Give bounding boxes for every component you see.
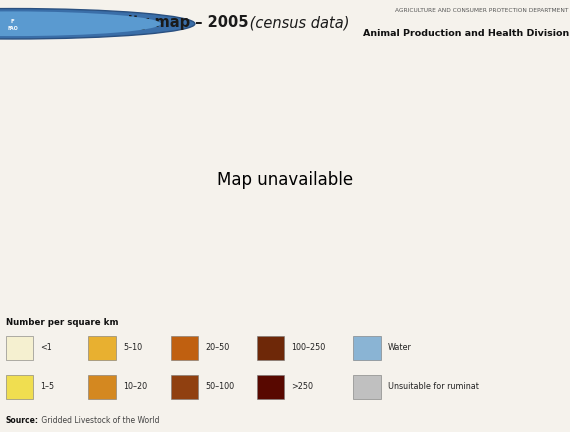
Text: Number per square km: Number per square km [6, 318, 118, 327]
Bar [256, 375, 284, 399]
Text: Animal Production and Health Division: Animal Production and Health Division [363, 29, 569, 38]
Bar [88, 375, 116, 399]
Text: Source:: Source: [6, 416, 39, 425]
Bar [6, 375, 33, 399]
Text: 50–100: 50–100 [206, 382, 235, 391]
Text: 5–10: 5–10 [123, 343, 142, 352]
Text: AGRICULTURE AND CONSUMER PROTECTION DEPARTMENT: AGRICULTURE AND CONSUMER PROTECTION DEPA… [396, 8, 569, 13]
Bar [353, 375, 381, 399]
Bar [171, 336, 198, 359]
Bar [353, 336, 381, 359]
Text: Map unavailable: Map unavailable [217, 172, 353, 189]
Text: 20–50: 20–50 [206, 343, 230, 352]
Text: Cattle density map – 2005: Cattle density map – 2005 [33, 15, 249, 30]
Bar [171, 375, 198, 399]
Text: Unsuitable for ruminat: Unsuitable for ruminat [388, 382, 479, 391]
Text: F: F [11, 19, 14, 24]
Text: Water: Water [388, 343, 412, 352]
Text: 100–250: 100–250 [291, 343, 325, 352]
Circle shape [0, 9, 195, 39]
Bar [256, 336, 284, 359]
Text: <1: <1 [40, 343, 52, 352]
Bar [88, 336, 116, 359]
Text: Gridded Livestock of the World: Gridded Livestock of the World [39, 416, 159, 425]
Text: 1–5: 1–5 [40, 382, 55, 391]
Text: 10–20: 10–20 [123, 382, 147, 391]
Bar [6, 336, 33, 359]
Text: (census data): (census data) [245, 15, 349, 30]
Text: >250: >250 [291, 382, 314, 391]
Circle shape [0, 11, 161, 36]
Text: FAO: FAO [7, 26, 18, 31]
